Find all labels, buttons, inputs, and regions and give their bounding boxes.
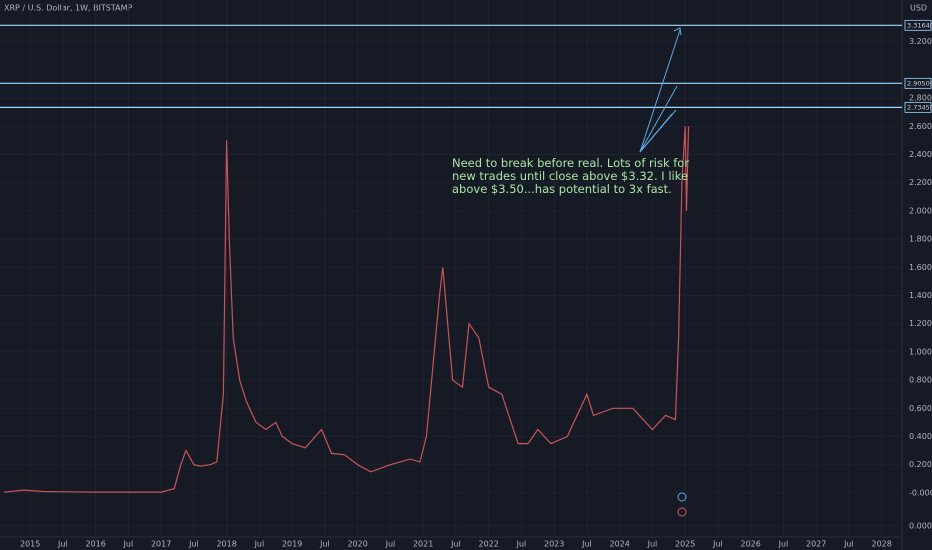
y-tick-label: 2.00000 — [909, 206, 932, 215]
y-tick-label: 0.40000 — [909, 432, 932, 441]
x-tick-label: 2021 — [413, 540, 433, 549]
arrow — [639, 113, 673, 153]
chart-title: XRP / U.S. Dollar, 1W, BITSTAMP — [4, 4, 133, 13]
event-icon[interactable] — [677, 492, 687, 502]
x-tick-label: Jul — [778, 540, 789, 549]
x-tick-label: 2020 — [347, 540, 367, 549]
x-tick-label: 2015 — [20, 540, 40, 549]
y-tick-label: 0.60000 — [909, 404, 932, 413]
level-label: 2.90500 — [907, 79, 932, 87]
x-tick-label: 2019 — [282, 540, 302, 549]
x-tick-label: Jul — [188, 540, 199, 549]
x-tick-label: Jul — [385, 540, 396, 549]
x-tick-label: 2023 — [544, 540, 564, 549]
y-tick-label: -0.00000 — [909, 488, 932, 497]
annotation-line: Need to break before real. Lots of risk … — [452, 156, 689, 170]
x-tick-label: 2024 — [609, 540, 629, 549]
arrows — [639, 27, 682, 153]
event-icon[interactable] — [677, 507, 687, 517]
x-tick-label: 2018 — [216, 540, 236, 549]
x-tick-label: 2016 — [85, 540, 105, 549]
y-tick-label: 2.40000 — [909, 150, 932, 159]
grid — [0, 0, 902, 537]
y-tick-label: 2.80000 — [909, 94, 932, 103]
annotation-line: above $3.50...has potential to 3x fast. — [452, 182, 672, 196]
y-tick-label: 1.60000 — [909, 263, 932, 272]
arrow-head — [673, 27, 682, 36]
x-tick-label: Jul — [319, 540, 330, 549]
currency: USD — [910, 4, 927, 13]
y-tick-label: 1.00000 — [909, 347, 932, 356]
x-tick-label: 2017 — [151, 540, 171, 549]
x-tick-label: Jul — [843, 540, 854, 549]
arrow — [639, 29, 681, 153]
x-tick-label: Jul — [581, 540, 592, 549]
y-tick-label: 0.20000 — [909, 460, 932, 469]
level-label: 3.31640 — [907, 21, 932, 29]
y-tick-label: 2.20000 — [909, 178, 932, 187]
x-tick-label: 2026 — [741, 540, 761, 549]
y-tick-label: 0.80000 — [909, 376, 932, 385]
level-label: 2.73450 — [907, 103, 932, 111]
x-tick-label: 2027 — [806, 540, 826, 549]
x-tick-label: Jul — [123, 540, 134, 549]
x-tick-label: Jul — [254, 540, 265, 549]
annotation-line: new trades until close above $3.32. I li… — [452, 169, 688, 183]
x-tick-label: 2025 — [675, 540, 695, 549]
y-tick-label: 0.00000 — [909, 521, 932, 530]
level-tag — [904, 19, 932, 31]
y-tick-label: 1.80000 — [909, 235, 932, 244]
arrow — [639, 85, 678, 153]
y-tick-label: 2.60000 — [909, 122, 932, 131]
levels — [0, 24, 902, 108]
x-tick-label: Jul — [712, 540, 723, 549]
x-tick-label: Jul — [647, 540, 658, 549]
x-tick-label: Jul — [450, 540, 461, 549]
price-line — [3, 126, 690, 493]
y-tick-label: 1.20000 — [909, 319, 932, 328]
level-tag — [904, 77, 932, 89]
y-tick-label: 3.20000 — [909, 37, 932, 46]
x-tick-label: 2028 — [872, 540, 892, 549]
plot — [3, 126, 690, 493]
x-tick-label: 2022 — [478, 540, 498, 549]
level-tag — [904, 101, 932, 113]
x-tick-label: Jul — [57, 540, 68, 549]
y-tick-label: 1.40000 — [909, 291, 932, 300]
x-tick-label: Jul — [516, 540, 527, 549]
